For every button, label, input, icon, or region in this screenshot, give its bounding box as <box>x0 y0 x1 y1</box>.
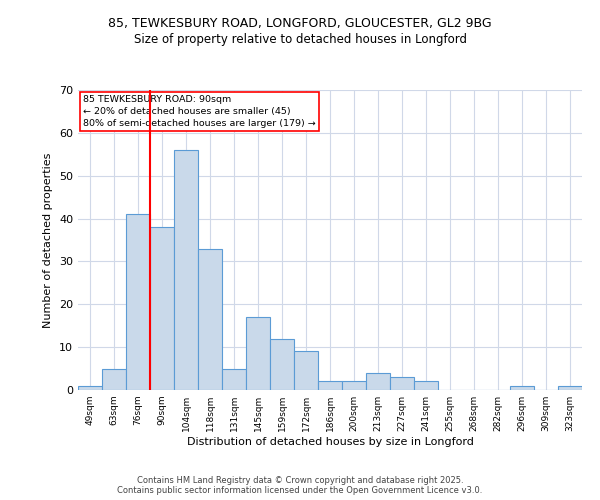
Text: 85, TEWKESBURY ROAD, LONGFORD, GLOUCESTER, GL2 9BG: 85, TEWKESBURY ROAD, LONGFORD, GLOUCESTE… <box>108 18 492 30</box>
Bar <box>414 382 438 390</box>
Bar <box>366 373 390 390</box>
Bar <box>270 338 294 390</box>
X-axis label: Distribution of detached houses by size in Longford: Distribution of detached houses by size … <box>187 437 473 447</box>
Y-axis label: Number of detached properties: Number of detached properties <box>43 152 53 328</box>
Bar <box>318 382 342 390</box>
Bar <box>150 227 174 390</box>
Text: 85 TEWKESBURY ROAD: 90sqm
← 20% of detached houses are smaller (45)
80% of semi-: 85 TEWKESBURY ROAD: 90sqm ← 20% of detac… <box>83 94 316 128</box>
Text: Size of property relative to detached houses in Longford: Size of property relative to detached ho… <box>133 32 467 46</box>
Bar <box>198 248 222 390</box>
Bar <box>222 368 246 390</box>
Bar <box>126 214 150 390</box>
Bar <box>342 382 366 390</box>
Text: Contains HM Land Registry data © Crown copyright and database right 2025.
Contai: Contains HM Land Registry data © Crown c… <box>118 476 482 495</box>
Bar <box>390 377 414 390</box>
Bar <box>510 386 534 390</box>
Bar <box>294 352 318 390</box>
Bar <box>78 386 102 390</box>
Bar <box>246 317 270 390</box>
Bar <box>558 386 582 390</box>
Bar <box>102 368 126 390</box>
Bar <box>174 150 198 390</box>
